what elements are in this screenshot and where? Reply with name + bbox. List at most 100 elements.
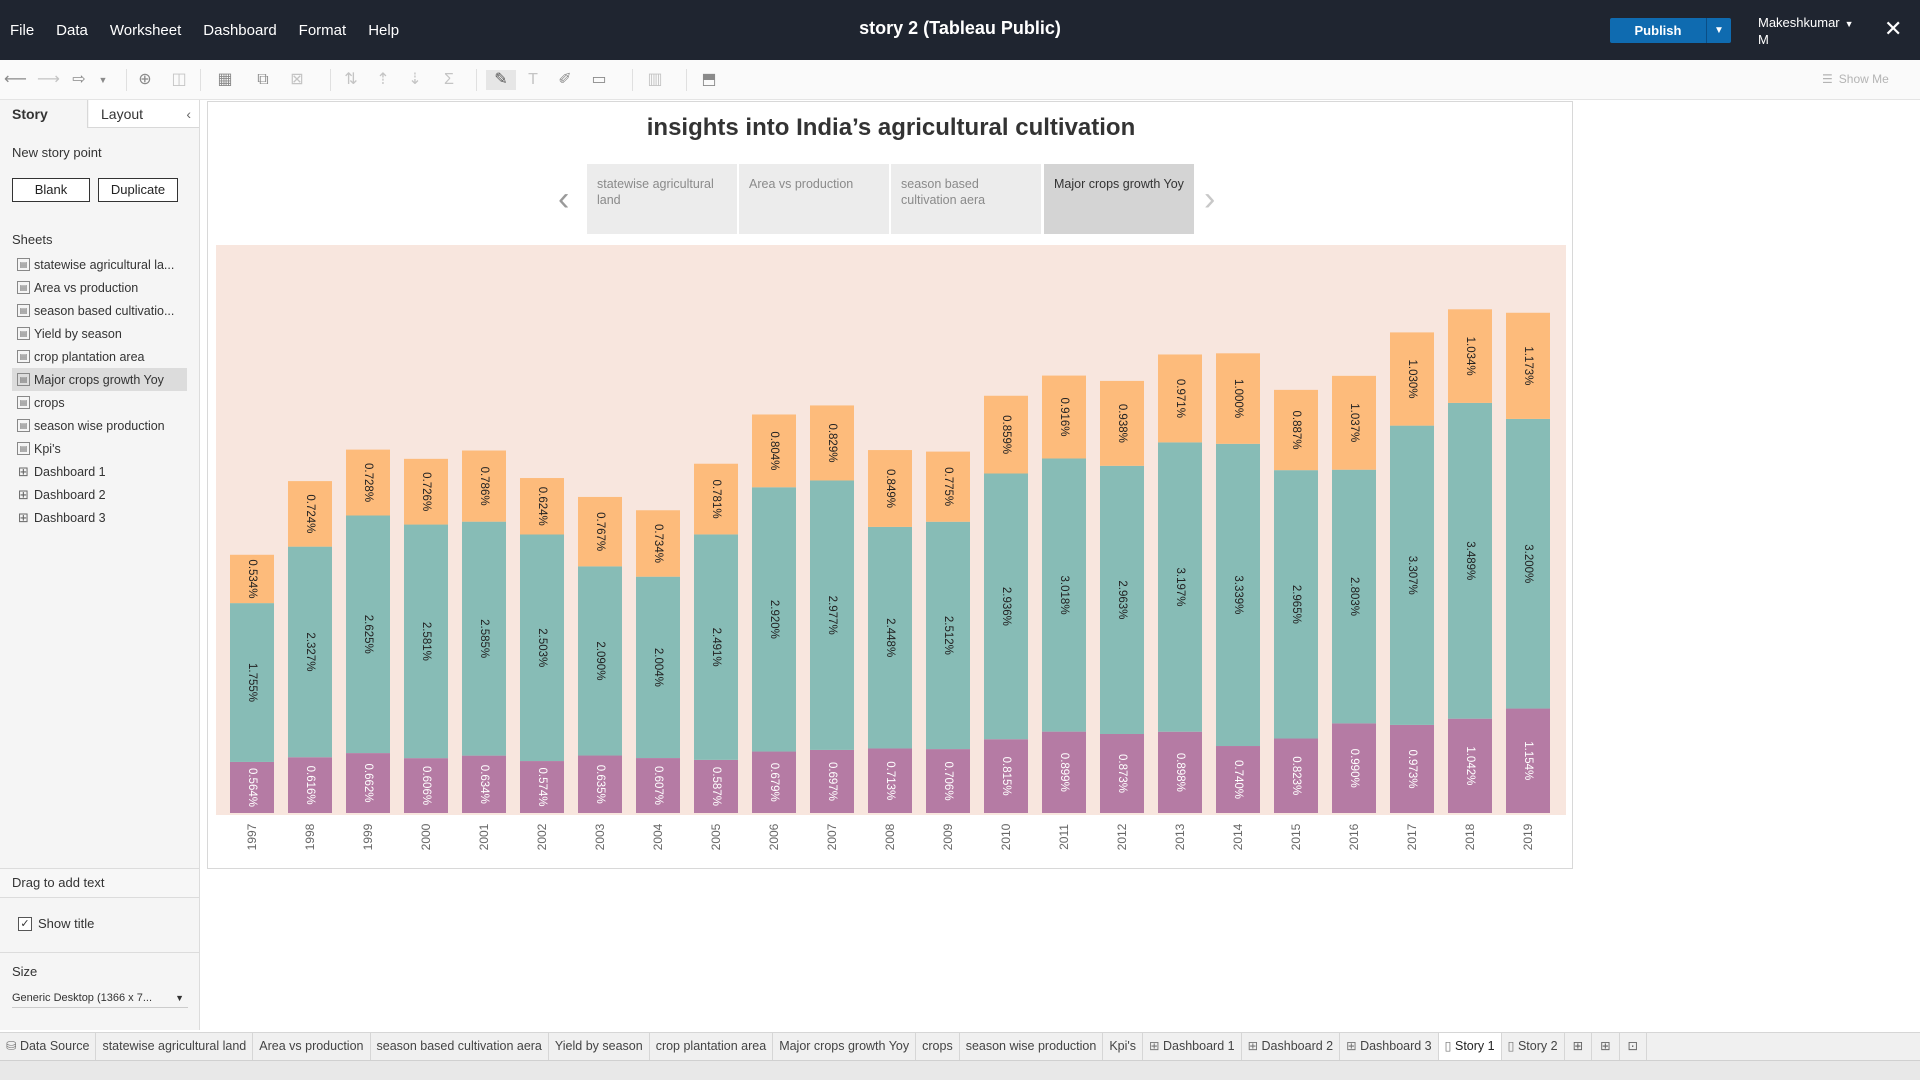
sheet-item-label[interactable]: season wise production xyxy=(34,418,165,433)
sheet-item-label[interactable]: crops xyxy=(34,395,65,410)
bar-segment[interactable] xyxy=(1042,375,1086,459)
user-name[interactable]: Makeshkumar xyxy=(1758,15,1840,30)
bar-segment[interactable] xyxy=(926,451,970,522)
sheet-tab-label[interactable]: Story 1 xyxy=(1455,1039,1495,1053)
sheet-tab-label[interactable]: season based cultivation aera xyxy=(376,1039,542,1053)
bar-segment[interactable] xyxy=(578,755,622,813)
totals-icon[interactable]: Σ xyxy=(444,71,454,88)
bar-segment[interactable] xyxy=(462,521,506,756)
bar-segment[interactable] xyxy=(346,515,390,754)
bar-segment[interactable] xyxy=(810,749,854,813)
sheet-tab-label[interactable]: crop plantation area xyxy=(655,1039,767,1053)
sheet-item[interactable]: ▤ Major crops growth Yoy xyxy=(12,368,187,391)
chevron-left-icon[interactable]: ‹ xyxy=(558,180,570,218)
chevron-down-icon[interactable]: ▼ xyxy=(175,993,184,1003)
sheet-item[interactable]: ▤ Kpi's xyxy=(12,437,187,460)
annotate-icon[interactable]: ✐ xyxy=(558,71,572,88)
bar-segment[interactable] xyxy=(1390,724,1434,813)
chevron-right-icon[interactable]: › xyxy=(1204,180,1216,218)
sheet-tab[interactable]: season based cultivation aera xyxy=(371,1033,549,1061)
bar-segment[interactable] xyxy=(404,524,448,759)
bar-segment[interactable] xyxy=(868,526,912,749)
new-data-source-icon[interactable]: ⊕ xyxy=(138,71,152,88)
bar-segment[interactable] xyxy=(694,759,738,813)
sheet-item-label[interactable]: crop plantation area xyxy=(34,349,145,364)
bar-segment[interactable] xyxy=(1216,443,1260,747)
bar-segment[interactable] xyxy=(868,748,912,813)
sheet-item[interactable]: ▤ season based cultivatio... xyxy=(12,299,187,322)
bar-segment[interactable] xyxy=(810,405,854,481)
show-title-toggle[interactable]: ✓ Show title xyxy=(18,916,94,931)
sheet-tab[interactable]: Yield by season xyxy=(549,1033,650,1061)
bar-segment[interactable] xyxy=(1100,465,1144,734)
bar-segment[interactable] xyxy=(926,749,970,813)
bar-segment[interactable] xyxy=(1274,470,1318,739)
bar-segment[interactable] xyxy=(520,478,564,535)
show-title-label[interactable]: Show title xyxy=(38,916,95,931)
bar-segment[interactable] xyxy=(752,414,796,488)
new-worksheet-icon[interactable]: ⊞ xyxy=(1565,1033,1593,1061)
sheet-item[interactable]: ▤ crop plantation area xyxy=(12,345,187,368)
bar-segment[interactable] xyxy=(230,554,274,604)
sheet-item-label[interactable]: statewise agricultural la... xyxy=(34,257,175,272)
bar-segment[interactable] xyxy=(810,480,854,750)
bar-segment[interactable] xyxy=(1158,731,1202,813)
sheet-tab-label[interactable]: statewise agricultural land xyxy=(102,1039,247,1053)
bar-segment[interactable] xyxy=(462,450,506,522)
user-name-line2[interactable]: M xyxy=(1758,32,1769,47)
sheet-item[interactable]: ▤ statewise agricultural la... xyxy=(12,253,187,276)
bar-segment[interactable] xyxy=(636,758,680,813)
bar-segment[interactable] xyxy=(694,534,738,760)
sheet-tab[interactable]: season wise production xyxy=(960,1033,1104,1061)
sheet-tab-label[interactable]: Story 2 xyxy=(1517,1039,1558,1053)
collapse-icon[interactable]: ‹ xyxy=(186,106,191,122)
clear-sheet-icon[interactable]: ⊠ xyxy=(290,71,304,88)
bar-segment[interactable] xyxy=(1158,442,1202,732)
sheet-tab[interactable]: Kpi's xyxy=(1103,1033,1144,1061)
sheet-item[interactable]: ▤ season wise production xyxy=(12,414,187,437)
bar-segment[interactable] xyxy=(926,521,970,750)
bar-segment[interactable] xyxy=(462,755,506,813)
show-me-button[interactable]: ☰ Show Me xyxy=(1822,72,1889,86)
sort-descending-icon[interactable]: ⇣ xyxy=(408,71,422,88)
bar-segment[interactable] xyxy=(1042,731,1086,813)
bar-segment[interactable] xyxy=(404,458,448,525)
bar-segment[interactable] xyxy=(520,534,564,762)
sheet-tab[interactable]: ⊞ Dashboard 3 xyxy=(1340,1033,1439,1061)
sheet-tab[interactable]: statewise agricultural land xyxy=(96,1033,254,1061)
sheet-tab[interactable]: Major crops growth Yoy xyxy=(773,1033,917,1061)
new-story-icon[interactable]: ⊡ xyxy=(1620,1033,1648,1061)
story-point-3[interactable]: season based cultivation aera xyxy=(891,164,1041,234)
show-cards-icon[interactable]: ▥ xyxy=(647,71,663,88)
bar-segment[interactable] xyxy=(578,566,622,756)
sheet-tab-label[interactable]: Data Source xyxy=(19,1039,90,1053)
bar-segment[interactable] xyxy=(1216,746,1260,813)
size-value[interactable]: Generic Desktop (1366 x 7... xyxy=(12,992,153,1004)
story-point-1[interactable]: statewise agricultural land xyxy=(587,164,737,234)
tab-layout[interactable]: Layout xyxy=(89,100,199,127)
publish-label[interactable]: Publish xyxy=(1634,23,1682,38)
show-me-label[interactable]: Show Me xyxy=(1838,72,1889,86)
menu-format[interactable]: Format xyxy=(298,21,347,39)
bar-segment[interactable] xyxy=(984,739,1028,813)
presentation-icon[interactable]: ⬒ xyxy=(701,71,717,88)
bar-segment[interactable] xyxy=(404,758,448,813)
redo-icon[interactable]: ⟶ xyxy=(37,71,60,88)
menu-help[interactable]: Help xyxy=(368,21,400,39)
bar-segment[interactable] xyxy=(868,450,912,527)
bar-segment[interactable] xyxy=(1042,458,1086,732)
bar-segment[interactable] xyxy=(1390,332,1434,426)
menu-dashboard[interactable]: Dashboard xyxy=(203,21,277,39)
bar-segment[interactable] xyxy=(288,481,332,547)
sheet-tab[interactable]: ▯ Story 2 xyxy=(1502,1033,1565,1061)
new-dashboard-icon[interactable]: ⊞ xyxy=(1592,1033,1620,1061)
sheet-item[interactable]: ▤ crops xyxy=(12,391,187,414)
sheet-tab[interactable]: ⛁ Data Source xyxy=(0,1033,97,1061)
sheet-tab[interactable]: Area vs production xyxy=(253,1033,371,1061)
pause-updates-icon[interactable]: ◫ xyxy=(171,71,187,88)
sheet-tab-label[interactable]: Area vs production xyxy=(259,1039,364,1053)
bar-segment[interactable] xyxy=(752,487,796,752)
sheet-item-label[interactable]: season based cultivatio... xyxy=(34,303,175,318)
sheet-tab[interactable]: ▯ Story 1 xyxy=(1438,1033,1502,1061)
sheet-item[interactable]: ⊞ Dashboard 2 xyxy=(12,483,187,506)
